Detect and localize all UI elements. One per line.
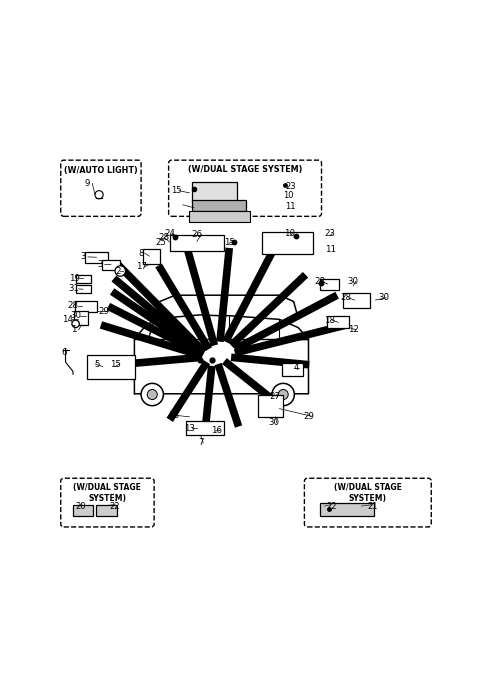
Text: (W/AUTO LIGHT): (W/AUTO LIGHT) xyxy=(64,166,138,175)
Text: 6: 6 xyxy=(61,347,66,356)
Bar xyxy=(87,355,135,379)
Text: (W/DUAL STAGE
SYSTEM): (W/DUAL STAGE SYSTEM) xyxy=(73,484,142,503)
Text: 9: 9 xyxy=(84,179,89,188)
Text: 10: 10 xyxy=(284,191,294,200)
Text: (W/DUAL STAGE SYSTEM): (W/DUAL STAGE SYSTEM) xyxy=(188,166,302,174)
Circle shape xyxy=(141,383,163,406)
Bar xyxy=(143,249,160,264)
Bar xyxy=(192,182,237,202)
Text: 8: 8 xyxy=(138,249,144,258)
Text: 15: 15 xyxy=(171,186,182,195)
Text: 18: 18 xyxy=(168,411,179,420)
Text: 26: 26 xyxy=(192,230,203,239)
Bar xyxy=(102,260,120,270)
Text: 2: 2 xyxy=(115,267,120,276)
Bar xyxy=(170,235,224,250)
Text: 18: 18 xyxy=(324,315,335,325)
FancyBboxPatch shape xyxy=(168,160,322,216)
Text: 28: 28 xyxy=(340,293,351,302)
Bar xyxy=(186,421,225,436)
Bar xyxy=(96,505,117,516)
Text: 30: 30 xyxy=(70,311,81,320)
Text: 14: 14 xyxy=(62,315,73,324)
Text: 31: 31 xyxy=(69,285,80,293)
Text: 5: 5 xyxy=(95,360,100,369)
Bar xyxy=(258,395,283,417)
Text: 22: 22 xyxy=(326,501,337,511)
Text: 17: 17 xyxy=(135,262,146,271)
Bar xyxy=(192,200,246,211)
Text: 11: 11 xyxy=(286,202,296,211)
Circle shape xyxy=(72,320,79,328)
Circle shape xyxy=(147,389,157,399)
Text: 1: 1 xyxy=(72,326,77,334)
Text: 23: 23 xyxy=(285,182,296,191)
Bar xyxy=(262,232,313,254)
Circle shape xyxy=(115,266,125,276)
Circle shape xyxy=(95,191,103,199)
Text: 21: 21 xyxy=(367,501,378,511)
Circle shape xyxy=(278,389,288,399)
Text: 19: 19 xyxy=(69,274,80,283)
Bar xyxy=(321,503,374,516)
Bar xyxy=(85,252,108,263)
Text: 28: 28 xyxy=(314,277,325,286)
Text: 27: 27 xyxy=(269,392,280,402)
Bar xyxy=(320,279,339,291)
Text: 12: 12 xyxy=(348,326,359,334)
Text: 30: 30 xyxy=(378,293,389,302)
Text: 28: 28 xyxy=(68,301,79,310)
FancyBboxPatch shape xyxy=(61,478,154,527)
Text: 30: 30 xyxy=(268,419,279,428)
Bar xyxy=(75,301,97,312)
Bar xyxy=(74,311,88,325)
Bar xyxy=(76,285,91,293)
Text: 10: 10 xyxy=(284,228,295,237)
Text: 13: 13 xyxy=(184,423,195,432)
Bar xyxy=(76,275,91,283)
Text: 25: 25 xyxy=(156,237,167,246)
Text: 15: 15 xyxy=(224,237,235,246)
Text: 28: 28 xyxy=(158,233,169,242)
Bar xyxy=(282,363,303,376)
Text: 7: 7 xyxy=(198,438,204,447)
Text: 22: 22 xyxy=(110,501,120,511)
Text: 30: 30 xyxy=(348,277,359,286)
Text: (W/DUAL STAGE
SYSTEM): (W/DUAL STAGE SYSTEM) xyxy=(334,484,402,503)
Text: 15: 15 xyxy=(109,360,120,369)
Bar xyxy=(327,317,349,328)
Text: 23: 23 xyxy=(324,229,335,238)
Text: 20: 20 xyxy=(75,501,86,511)
FancyBboxPatch shape xyxy=(304,478,431,527)
Bar xyxy=(189,211,250,222)
Text: 16: 16 xyxy=(212,425,223,435)
Text: 3: 3 xyxy=(97,260,103,269)
Text: 3: 3 xyxy=(80,252,86,261)
Text: 29: 29 xyxy=(303,412,314,421)
Bar xyxy=(343,293,370,308)
Bar xyxy=(73,505,94,516)
Circle shape xyxy=(272,383,294,406)
FancyBboxPatch shape xyxy=(61,160,141,216)
Text: 24: 24 xyxy=(164,228,175,237)
Text: 4: 4 xyxy=(293,363,299,372)
Text: 29: 29 xyxy=(98,306,109,316)
Text: 11: 11 xyxy=(325,245,336,254)
